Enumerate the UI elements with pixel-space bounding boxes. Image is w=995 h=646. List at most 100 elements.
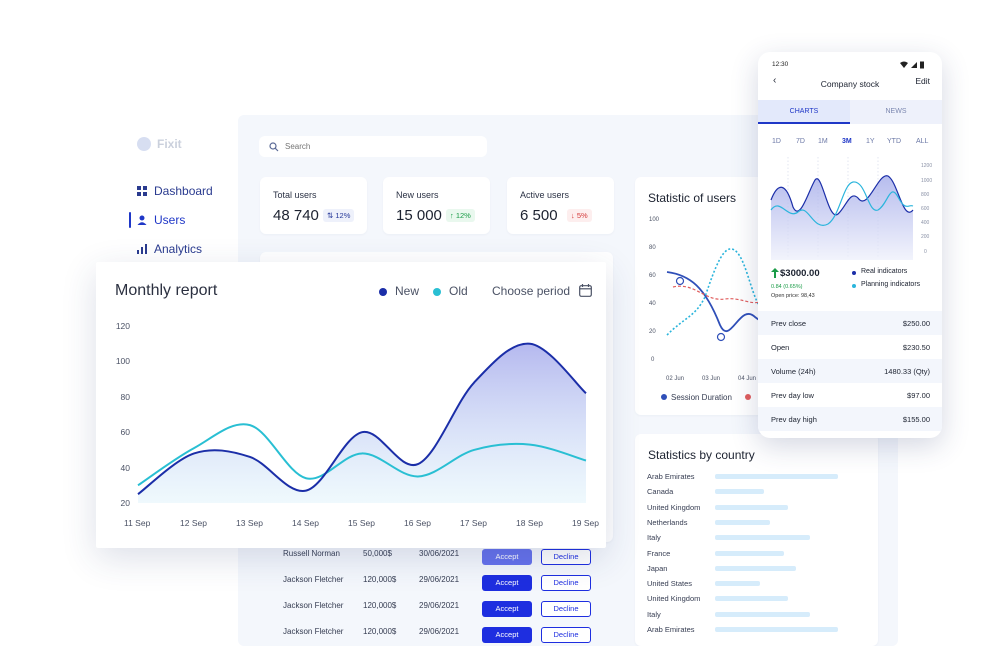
detail-label: Prev day low <box>771 391 814 400</box>
country-bar <box>715 565 797 571</box>
decline-button[interactable]: Decline <box>541 575 591 591</box>
monthly-report-chart <box>137 342 587 503</box>
swap-arrows-icon: ⇅ <box>327 211 334 220</box>
x-tick-label: 18 Sep <box>516 518 543 528</box>
search-icon <box>269 141 279 151</box>
arrow-up-icon: ↑ <box>450 211 454 220</box>
row-name: Jackson Fletcher <box>283 627 344 636</box>
country-bar <box>715 550 784 556</box>
row-name: Jackson Fletcher <box>283 575 344 584</box>
wifi-icon <box>900 61 908 68</box>
y-tick: 400 <box>921 220 930 226</box>
open-price: Open price: 98,43 <box>771 293 815 299</box>
country-bar <box>715 581 760 587</box>
y-tick: 600 <box>921 206 930 212</box>
legend-dot <box>745 394 751 400</box>
y-tick: 1200 <box>921 163 933 169</box>
sidebar-item-users[interactable]: Users <box>129 205 237 234</box>
row-date: 30/06/2021 <box>419 549 460 558</box>
accept-button[interactable]: Accept <box>482 601 532 617</box>
range-3m[interactable]: 3M <box>842 138 852 145</box>
legend-label-new: New <box>395 284 420 298</box>
country-label: Italy <box>647 609 661 619</box>
country-bar <box>715 596 788 602</box>
calendar-icon <box>579 284 593 297</box>
legend-real: Real indicators <box>861 268 908 275</box>
sidebar-item-analytics[interactable]: Analytics <box>137 234 237 263</box>
legend-planning: Planning indicators <box>861 281 921 288</box>
country-label: United States <box>647 579 693 589</box>
accept-button[interactable]: Accept <box>482 575 532 591</box>
range-1y[interactable]: 1Y <box>866 138 875 145</box>
accept-button[interactable]: Accept <box>482 549 532 565</box>
range-1m[interactable]: 1M <box>818 138 828 145</box>
country-bar <box>715 474 839 479</box>
range-all[interactable]: ALL <box>916 138 929 145</box>
legend-dot <box>661 394 667 400</box>
series-line-old <box>137 423 587 487</box>
x-tick: 04 Jun <box>738 376 756 382</box>
tab-charts[interactable]: CHARTS <box>758 100 850 124</box>
stock-price: $3000.00 <box>780 268 820 279</box>
row-date: 29/06/2021 <box>419 627 460 636</box>
row-amount: 120,000$ <box>363 627 397 636</box>
y-tick: 40 <box>649 301 656 307</box>
status-time: 12:30 <box>772 61 789 68</box>
decline-button[interactable]: Decline <box>541 549 591 565</box>
choose-period-button[interactable]: Choose period <box>492 284 593 298</box>
phone-tabs: CHARTS NEWS <box>758 100 942 124</box>
decline-button[interactable]: Decline <box>541 627 591 643</box>
legend-dot-planning <box>852 284 856 288</box>
stock-area <box>771 175 913 260</box>
row-date: 29/06/2021 <box>419 601 460 610</box>
logo-text: Fixit <box>157 137 182 151</box>
x-tick: 02 Jun <box>666 376 684 382</box>
arrow-down-icon: ↓ <box>571 211 575 220</box>
detail-label: Open <box>771 343 790 352</box>
country-label: Netherlands <box>647 517 688 527</box>
sidebar-item-label: Users <box>154 212 186 227</box>
choose-period-label: Choose period <box>492 284 571 298</box>
x-tick-label: 15 Sep <box>348 518 375 528</box>
stat-badge-value: 5% <box>576 211 588 220</box>
table-row: Jackson Fletcher 120,000$ 29/06/2021 Accept… <box>283 571 613 591</box>
card-title: Statistic of users <box>648 191 737 205</box>
country-bar <box>715 504 788 510</box>
y-tick: 0 <box>924 249 927 255</box>
country-label: Japan <box>647 563 668 573</box>
edit-button[interactable]: Edit <box>915 76 930 86</box>
stat-badge-value: 12% <box>455 211 471 220</box>
x-tick: 03 Jun <box>702 376 720 382</box>
range-1d[interactable]: 1D <box>772 138 781 145</box>
range-ytd[interactable]: YTD <box>887 138 901 145</box>
back-chevron-icon[interactable]: ‹ <box>773 75 777 86</box>
legend-label: Session Duration <box>671 393 732 402</box>
country-bar <box>715 535 811 541</box>
search-input[interactable] <box>285 142 465 151</box>
country-bar <box>715 489 764 495</box>
decline-button[interactable]: Decline <box>541 601 591 617</box>
tab-news[interactable]: NEWS <box>885 108 907 115</box>
country-bar <box>715 611 811 617</box>
legend-dot-real <box>852 271 856 275</box>
y-tick: 20 <box>649 329 656 335</box>
arrow-up-icon <box>771 268 779 278</box>
dashboard-icon <box>137 185 147 196</box>
x-tick-label: 11 Sep <box>124 518 151 528</box>
y-tick: 100 <box>649 217 660 223</box>
search-bar[interactable] <box>259 136 487 157</box>
stat-value: 6 500 <box>520 207 558 224</box>
y-tick-label: 80 <box>120 391 130 402</box>
detail-label: Volume (24h) <box>771 367 816 376</box>
sidebar-item-dashboard[interactable]: Dashboard <box>137 176 237 205</box>
y-tick-label: 40 <box>120 462 130 473</box>
data-point <box>716 332 726 342</box>
accept-button[interactable]: Accept <box>482 627 532 643</box>
x-tick-label: 12 Sep <box>180 518 207 528</box>
detail-value: $97.00 <box>907 391 930 400</box>
legend-dot-old <box>433 288 441 296</box>
country-label: Arab Emirates <box>647 472 695 481</box>
range-7d[interactable]: 7D <box>796 138 805 145</box>
x-tick-label: 19 Sep <box>572 518 599 528</box>
